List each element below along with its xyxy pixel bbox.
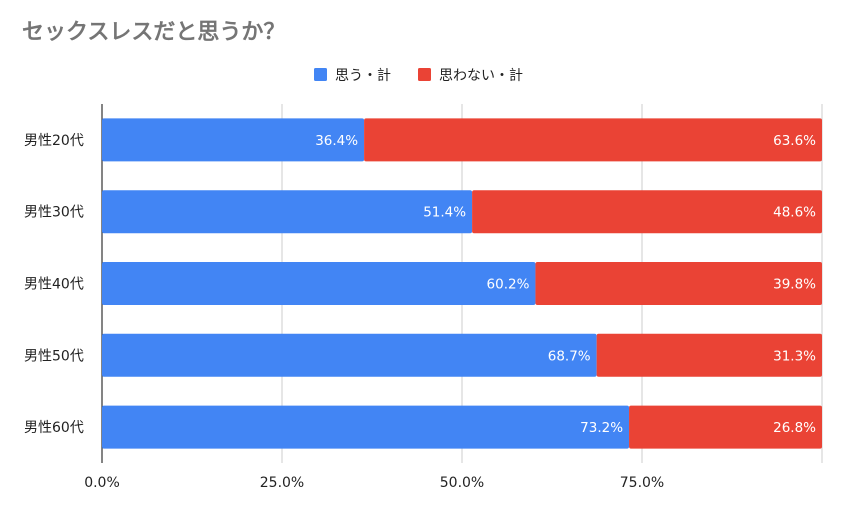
data-label-男性30代-思う・計: 51.4% [423, 205, 466, 221]
bar-男性30代-思わない・計 [472, 190, 822, 234]
legend-label-思わない・計: 思わない・計 [439, 68, 523, 84]
data-label-男性60代-思わない・計: 26.8% [773, 420, 816, 436]
bar-男性50代-思わない・計 [596, 333, 822, 377]
bar-男性60代-思わない・計 [629, 405, 822, 449]
category-label-男性50代: 男性50代 [24, 348, 84, 364]
bar-男性60代-思う・計 [102, 405, 630, 449]
chart-title: セックスレスだと思うか？ [22, 20, 286, 45]
category-label-男性20代: 男性20代 [24, 133, 84, 149]
x-tick-label-50: 50.0% [440, 475, 484, 491]
bar-男性20代-思わない・計 [364, 118, 822, 162]
data-label-男性40代-思わない・計: 39.8% [773, 277, 816, 293]
legend: 思う・計 思わない・計 [314, 68, 523, 84]
bar-男性50代-思う・計 [102, 333, 597, 377]
data-label-男性50代-思う・計: 68.7% [548, 348, 591, 364]
legend-swatch-思う・計 [314, 68, 327, 81]
labels: 0.0% 25.0% 50.0% 75.0% 36.4% 63.6% 男性20代 51.4% 4… [24, 133, 816, 491]
bar-男性30代-思う・計 [102, 190, 473, 234]
x-tick-label-0: 0.0% [84, 475, 120, 491]
category-label-男性30代: 男性30代 [24, 205, 84, 221]
bars [102, 118, 822, 449]
data-label-男性40代-思う・計: 60.2% [487, 277, 530, 293]
x-tick-label-25: 25.0% [260, 475, 304, 491]
category-label-男性40代: 男性40代 [24, 277, 84, 293]
bar-男性40代-思う・計 [102, 262, 536, 305]
legend-label-思う・計: 思う・計 [335, 68, 391, 84]
data-label-男性60代-思う・計: 73.2% [580, 420, 623, 436]
bar-男性40代-思わない・計 [535, 262, 822, 305]
data-label-男性20代-思う・計: 36.4% [315, 133, 358, 149]
bar-男性20代-思う・計 [102, 118, 365, 162]
data-label-男性30代-思わない・計: 48.6% [773, 205, 816, 221]
data-label-男性50代-思わない・計: 31.3% [773, 348, 816, 364]
data-label-男性20代-思わない・計: 63.6% [773, 133, 816, 149]
legend-swatch-思わない・計 [418, 68, 431, 81]
x-tick-label-75: 75.0% [620, 475, 664, 491]
category-label-男性60代: 男性60代 [24, 420, 84, 436]
